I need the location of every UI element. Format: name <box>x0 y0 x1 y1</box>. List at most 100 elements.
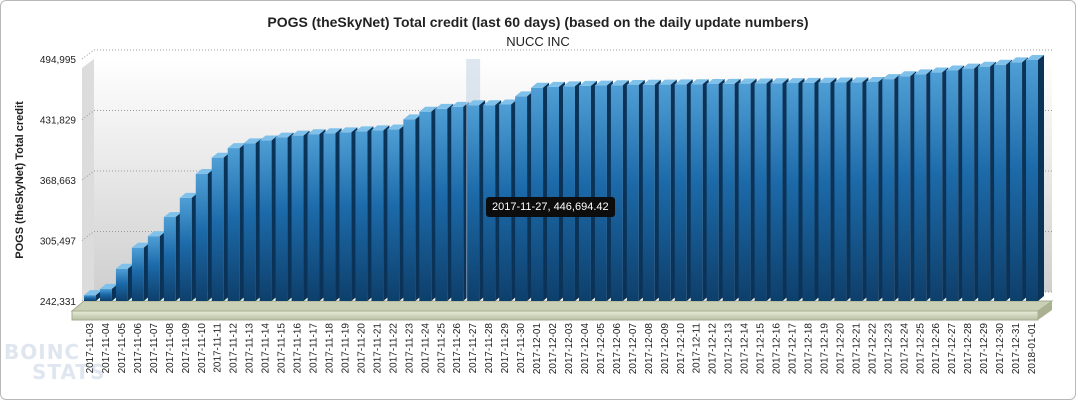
y-tick-label: 494,995 <box>40 55 77 66</box>
x-tick-label: 2017-11-20 <box>356 323 367 374</box>
bar-face <box>738 83 751 302</box>
bar-face <box>131 247 144 301</box>
bar <box>259 135 278 301</box>
bar-face <box>275 137 288 301</box>
x-tick-label: 2017-12-16 <box>772 323 783 375</box>
bar-face <box>578 85 591 301</box>
x-tick-label: 2017-12-04 <box>580 323 591 375</box>
bar-face <box>291 135 304 301</box>
bar-face <box>1026 59 1038 301</box>
bar-face <box>978 66 991 301</box>
bar-top <box>163 212 182 218</box>
y-tick-label: 431,829 <box>40 116 77 127</box>
x-tick-label: 2017-11-19 <box>340 323 351 374</box>
x-tick-label: 2017-12-02 <box>548 323 559 375</box>
bar-top <box>818 77 837 83</box>
x-tick-label: 2017-12-07 <box>628 323 639 375</box>
x-tick-label: 2017-11-18 <box>324 323 335 374</box>
bar-top <box>946 65 965 71</box>
bar <box>227 143 246 301</box>
bar-face <box>467 105 480 301</box>
bar-face <box>930 72 943 301</box>
bar-top <box>467 100 486 106</box>
bar <box>914 69 933 302</box>
bar-top <box>626 80 645 85</box>
bar-top <box>211 152 230 158</box>
bar <box>610 80 629 301</box>
bar-face <box>594 85 607 302</box>
x-tick-label: 2017-12-01 <box>532 323 543 375</box>
bar-top <box>594 80 613 86</box>
bar-face <box>866 81 879 301</box>
bar-side <box>1038 55 1044 301</box>
bar-top <box>994 59 1013 65</box>
bar <box>1010 57 1029 301</box>
x-tick-label: 2017-11-17 <box>309 323 320 374</box>
x-tick-label: 2017-11-22 <box>388 323 399 374</box>
x-tick-label: 2017-12-13 <box>724 323 735 375</box>
bar-face <box>818 82 831 302</box>
y-tick-label: 242,331 <box>40 297 77 308</box>
bar <box>243 138 262 301</box>
bar <box>866 77 885 302</box>
x-tick-label: 2017-11-29 <box>500 323 511 374</box>
bar-face <box>259 140 272 301</box>
bar-face <box>994 64 1007 301</box>
bar-face <box>163 217 176 301</box>
x-tick-label: 2017-12-14 <box>740 323 751 375</box>
bar-face <box>754 83 767 302</box>
bar-top <box>850 77 869 83</box>
bar-top <box>84 290 102 296</box>
bar-face <box>99 288 112 301</box>
chart-title: POGS (theSkyNet) Total credit (last 60 d… <box>267 14 809 30</box>
bar-top <box>930 67 949 73</box>
bar-face <box>914 74 927 301</box>
bar-top <box>99 283 118 289</box>
bar-face <box>531 87 544 301</box>
bar-face <box>834 82 847 302</box>
bar-face <box>339 132 352 301</box>
bar <box>147 231 166 301</box>
x-tick-label: 2017-11-06 <box>133 323 144 374</box>
bar-face <box>147 236 160 301</box>
bar-face <box>84 295 96 301</box>
bar <box>994 59 1013 301</box>
bar-top <box>754 78 773 84</box>
x-tick-label: 2017-11-07 <box>149 323 160 374</box>
bar-top <box>131 242 150 248</box>
bar-top <box>483 100 502 106</box>
bar-top <box>435 103 454 109</box>
x-tick-label: 2017-12-10 <box>676 323 687 375</box>
bar-face <box>403 119 416 302</box>
bar-top <box>914 69 933 75</box>
bar-face <box>786 83 799 302</box>
bar-face <box>610 85 623 301</box>
bar-face <box>690 84 703 302</box>
plot-floor-front <box>71 310 1039 321</box>
bar <box>307 129 326 301</box>
x-tick-label: 2017-11-12 <box>229 323 240 374</box>
x-tick-label: 2017-12-18 <box>803 323 814 375</box>
boincstats-watermark: BOINC STATS <box>4 342 105 382</box>
bar <box>275 132 294 301</box>
bar-face <box>946 70 959 301</box>
bar-top <box>531 82 550 88</box>
bar-face <box>706 83 719 302</box>
bar-top <box>195 168 214 174</box>
bar-top <box>786 78 805 84</box>
x-tick-label: 2017-12-09 <box>660 323 671 375</box>
bar-top <box>403 114 422 120</box>
bar <box>195 168 214 301</box>
bar-face <box>179 197 192 301</box>
bar-face <box>227 148 240 301</box>
bar-face <box>371 130 384 301</box>
bar-face <box>115 268 128 301</box>
bar <box>818 77 837 302</box>
bar <box>403 114 422 302</box>
bar <box>770 78 789 302</box>
watermark-line-1: BOINC <box>4 340 81 364</box>
bar <box>834 77 853 302</box>
bar-top <box>243 138 262 144</box>
x-tick-label: 2017-12-12 <box>708 323 719 375</box>
bar-top <box>898 71 917 77</box>
